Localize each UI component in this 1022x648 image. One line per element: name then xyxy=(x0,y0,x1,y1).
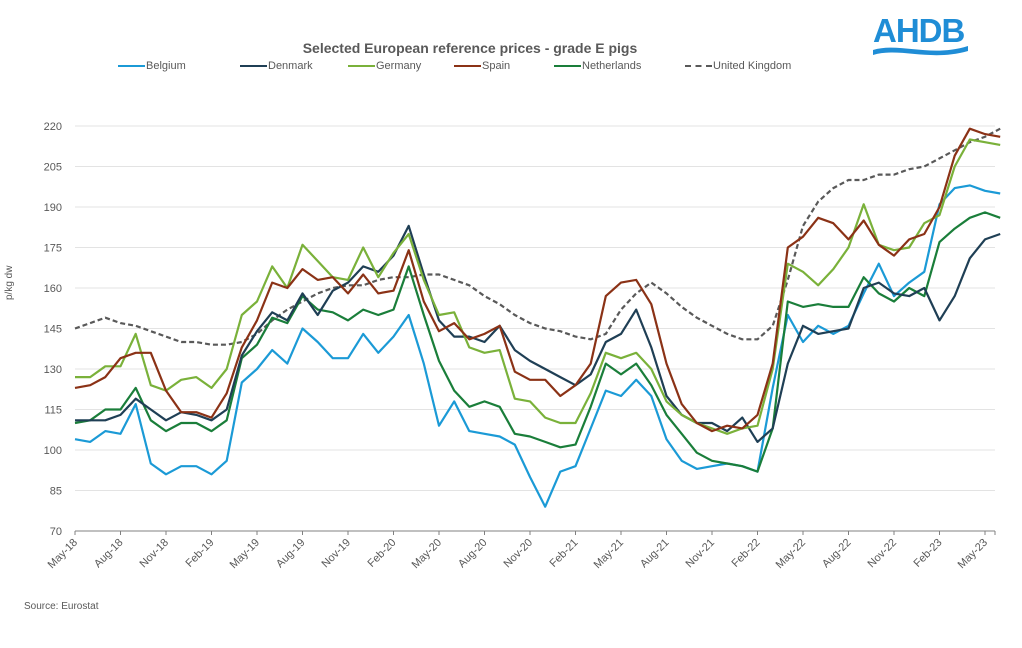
x-tick-label: May-18 xyxy=(46,537,80,571)
x-tick-label: Feb-21 xyxy=(547,537,580,570)
x-tick-label: May-19 xyxy=(228,537,262,571)
y-tick-label: 190 xyxy=(44,202,62,214)
source-note: Source: Eurostat xyxy=(24,601,99,612)
logo-wave-icon xyxy=(873,46,968,56)
x-tick-label: May-22 xyxy=(774,537,808,571)
series-line-united-kingdom xyxy=(74,127,1001,346)
y-tick-label: 115 xyxy=(44,405,62,417)
x-tick-label: Nov-19 xyxy=(320,537,354,571)
legend-swatch xyxy=(454,65,481,67)
gridlines xyxy=(75,125,995,491)
x-axis: May-18 Aug-18 Nov-18 Feb-19 May-19 Aug-19 Nov-… xyxy=(46,530,996,571)
series-line-belgium xyxy=(74,184,1001,508)
series-line-denmark xyxy=(75,224,1001,443)
legend-swatch xyxy=(348,65,375,67)
y-tick-label: 145 xyxy=(44,324,62,336)
series-lines xyxy=(74,127,1001,508)
legend-item-spain: Spain xyxy=(454,60,510,72)
ahdb-logo-mark: AHDB xyxy=(873,12,968,56)
legend-label: Spain xyxy=(482,60,511,72)
x-tick-label: Nov-22 xyxy=(866,537,900,571)
x-tick-label: Aug-22 xyxy=(820,537,854,571)
y-tick-label: 220 xyxy=(44,121,62,133)
legend-label: Germany xyxy=(376,60,422,72)
legend-label: Belgium xyxy=(146,60,186,72)
y-tick-label: 100 xyxy=(44,445,62,457)
x-tick-label: Aug-21 xyxy=(638,537,672,571)
x-tick-label: Feb-23 xyxy=(911,537,944,570)
legend-item-netherlands: Netherlands xyxy=(554,60,641,72)
y-tick-label: 70 xyxy=(50,526,62,538)
x-tick-label: May-23 xyxy=(956,537,990,571)
legend-item-germany: Germany xyxy=(348,60,421,72)
legend-label: Denmark xyxy=(268,60,313,72)
series-line-netherlands xyxy=(74,211,1001,473)
series-line-germany xyxy=(75,138,1001,435)
x-tick-label: Feb-22 xyxy=(729,537,762,570)
legend-swatch xyxy=(118,65,145,67)
legend-item-denmark: Denmark xyxy=(240,60,313,72)
series-line-spain xyxy=(74,127,1001,433)
legend-label: United Kingdom xyxy=(713,60,792,72)
legend-swatch xyxy=(685,65,712,67)
y-tick-label: 160 xyxy=(44,283,62,295)
x-tick-label: Nov-18 xyxy=(138,537,172,571)
x-tick-label: Nov-21 xyxy=(684,537,718,571)
legend-swatch xyxy=(240,65,267,67)
x-tick-label: Nov-20 xyxy=(502,537,536,571)
legend-item-united-kingdom: United Kingdom xyxy=(685,60,791,72)
x-tick-label: Aug-18 xyxy=(92,537,126,571)
y-tick-label: 85 xyxy=(50,486,62,498)
legend-item-belgium: Belgium xyxy=(118,60,186,72)
legend-swatch xyxy=(554,65,581,67)
x-tick-label: Aug-19 xyxy=(274,537,308,571)
x-tick-label: Aug-20 xyxy=(456,537,490,571)
y-axis-ticks: 70 85 100 115 130 145 160 175 190 205 220 xyxy=(44,121,62,538)
chart-title: Selected European reference prices - gra… xyxy=(302,40,638,56)
y-tick-label: 205 xyxy=(44,162,62,174)
x-tick-label: May-21 xyxy=(592,537,626,571)
legend-label: Netherlands xyxy=(582,60,642,72)
x-tick-label: Feb-19 xyxy=(183,537,216,570)
x-tick-label: May-20 xyxy=(410,537,444,571)
y-tick-label: 175 xyxy=(44,243,62,255)
y-tick-label: 130 xyxy=(44,364,62,376)
logo-text: AHDB xyxy=(873,12,964,49)
ahdb-logo: AHDB xyxy=(870,12,1000,67)
x-tick-label: Feb-20 xyxy=(365,537,398,570)
